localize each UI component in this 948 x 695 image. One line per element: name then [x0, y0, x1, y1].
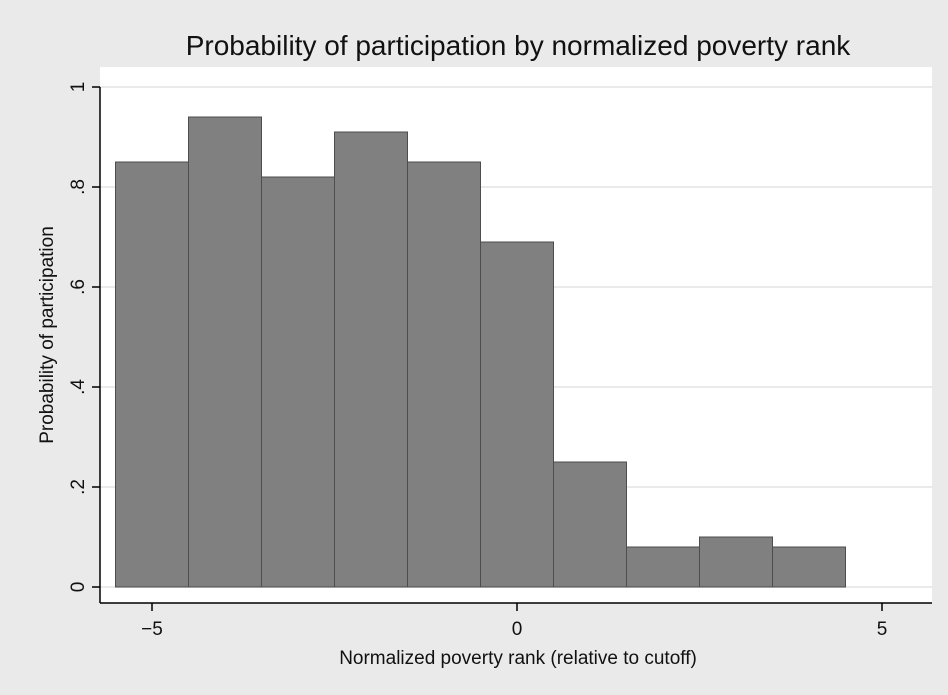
bar-6: [553, 461, 627, 588]
tick-labels: 0 .2 .4 .6 .8 1 −5 0 5: [68, 82, 887, 640]
bar-4: [407, 161, 481, 588]
bar-7: [626, 546, 700, 588]
bar-8: [699, 536, 773, 588]
y-tick-label-2: .4: [68, 379, 89, 395]
bar-0: [115, 161, 189, 588]
y-axis-label: Probability of participation: [37, 226, 58, 444]
x-tick-label-1: 0: [512, 619, 523, 640]
chart-title: Probability of participation by normaliz…: [186, 30, 852, 61]
x-axis-label: Normalized poverty rank (relative to cut…: [339, 648, 697, 669]
axes: [92, 86, 932, 611]
bar-9: [772, 546, 846, 588]
y-tick-label-0: 0: [68, 582, 89, 593]
bars: [115, 116, 846, 588]
y-tick-label-4: .8: [68, 179, 89, 195]
y-tick-label-5: 1: [68, 82, 89, 93]
x-tick-label-2: 5: [877, 619, 888, 640]
bar-3: [334, 131, 408, 588]
bar-2: [261, 176, 335, 588]
y-tick-label-3: .6: [68, 279, 89, 295]
bar-1: [188, 116, 262, 588]
x-tick-label-0: −5: [141, 619, 163, 640]
y-tick-label-1: .2: [68, 479, 89, 495]
bar-5: [480, 241, 554, 588]
